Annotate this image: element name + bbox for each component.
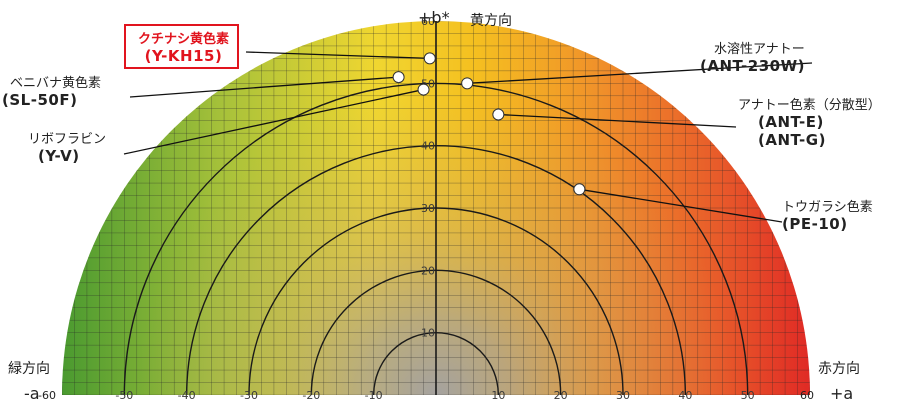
x-tick-label: 20: [554, 389, 568, 402]
x-tick-label: -30: [240, 389, 258, 402]
y-tick-label: 10: [421, 327, 435, 340]
leader-line: [467, 62, 813, 84]
x-tick-label: -60: [38, 389, 56, 402]
annotation-ant-e-g: アナトー色素（分散型） (ANT-E) (ANT-G): [738, 98, 881, 149]
leader-line: [579, 188, 783, 223]
y-axis-direction: 黄方向: [470, 13, 512, 29]
data-point: [392, 71, 405, 84]
annotation-pe-10: トウガラシ色素 (PE-10): [782, 200, 873, 233]
x-axis-pos-label: +a: [830, 384, 854, 403]
x-tick-label: 50: [741, 389, 755, 402]
y-tick-label: 20: [421, 264, 435, 277]
x-tick-label: 30: [616, 389, 630, 402]
leader-line: [129, 76, 399, 98]
annotation-y-kh15: クチナシ黄色素 (Y-KH15): [124, 24, 240, 69]
data-point: [423, 52, 436, 65]
x-axis-neg-direction: 緑方向: [8, 361, 50, 377]
annotation-sl-50f: ベニバナ黄色素 (SL-50F): [2, 76, 102, 109]
leader-lines: [123, 51, 813, 223]
data-point: [417, 83, 430, 96]
x-tick-label: -10: [365, 389, 383, 402]
plot-area: -60 -50 -40 -30 -20 -10 10 20 30 40 50 601020304050…: [38, 15, 814, 402]
data-point: [461, 77, 474, 90]
leader-line: [498, 113, 737, 128]
y-tick-label: 40: [421, 140, 435, 153]
y-tick-label: 60: [421, 15, 435, 28]
x-tick-label: 10: [491, 389, 505, 402]
x-tick-label: -40: [178, 389, 196, 402]
x-tick-label: 40: [678, 389, 692, 402]
x-axis-neg-label: -a: [24, 384, 40, 403]
data-points: [392, 52, 586, 196]
tick-labels: -60 -50 -40 -30 -20 -10 10 20 30 40 50 601020304050…: [38, 15, 814, 402]
y-tick-label: 30: [421, 202, 435, 215]
leader-line: [123, 88, 424, 155]
x-tick-label: -20: [302, 389, 320, 402]
x-tick-label: -50: [115, 389, 133, 402]
annotation-ant-230w: 水溶性アナトー (ANT-230W): [700, 42, 805, 75]
y-axis-label: +b*: [418, 8, 450, 27]
data-point: [492, 108, 505, 121]
annotation-y-v: リボフラビン (Y-V): [28, 132, 107, 165]
x-tick-label: 60: [800, 389, 814, 402]
x-axis-pos-direction: 赤方向: [818, 361, 860, 377]
data-point: [573, 183, 586, 196]
leader-line: [245, 51, 430, 60]
